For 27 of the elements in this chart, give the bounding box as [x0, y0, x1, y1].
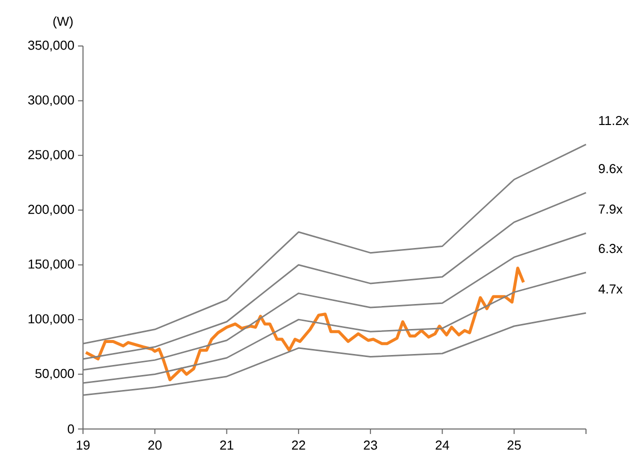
series-label: 11.2x [599, 116, 629, 126]
y-tick-label: 200,000 [28, 204, 74, 216]
x-tick-label: 25 [508, 440, 521, 450]
line-series [82, 144, 587, 344]
series-label: 9.6x [598, 164, 623, 174]
x-tick-label: 20 [148, 440, 162, 450]
series-label: 4.7x [598, 284, 623, 294]
x-tick-label: 23 [364, 440, 378, 450]
series-label: 7.9x [598, 204, 623, 214]
line-series [82, 232, 587, 371]
y-tick-label: 350,000 [28, 40, 74, 52]
y-axis-title: (W) [53, 16, 73, 28]
line-series [82, 192, 587, 360]
y-tick-label: 100,000 [28, 314, 74, 325]
line-series [82, 312, 587, 396]
line-series [84, 266, 525, 382]
x-tick-label: 21 [220, 440, 234, 450]
x-tick-label: 24 [436, 440, 450, 450]
x-tick-label: 22 [292, 440, 306, 450]
y-tick-label: 150,000 [28, 260, 74, 270]
line-series [82, 272, 587, 384]
x-tick-label: 19 [76, 440, 90, 450]
y-tick-label: 50,000 [35, 368, 74, 380]
y-tick-label: 0 [68, 424, 74, 434]
series-label: 6.3x [598, 244, 623, 254]
y-tick-label: 250,000 [28, 150, 74, 161]
y-tick-label: 300,000 [28, 95, 74, 106]
